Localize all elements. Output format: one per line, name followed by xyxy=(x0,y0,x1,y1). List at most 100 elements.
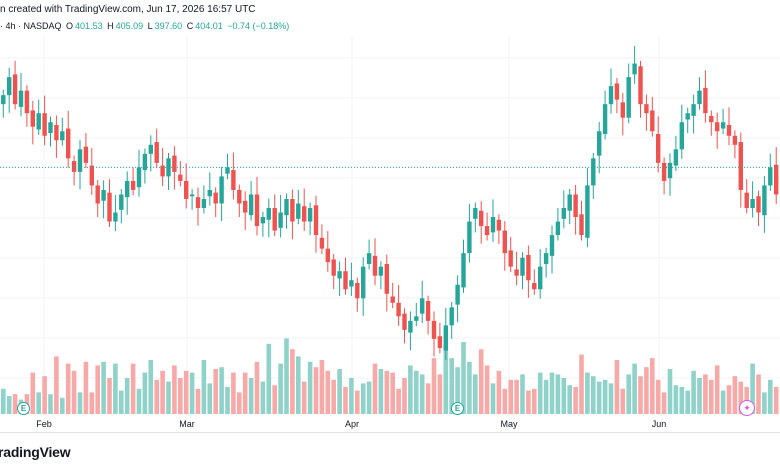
candle-body xyxy=(154,142,159,163)
candle-body xyxy=(313,205,319,236)
volume-bar xyxy=(431,358,437,414)
high-label: H xyxy=(107,21,114,31)
attribution-text: n created with TradingView.com, Jun 17, … xyxy=(0,4,256,15)
candle-body xyxy=(372,255,378,276)
earnings-badge[interactable]: E xyxy=(451,402,464,415)
volume-bar xyxy=(709,379,714,414)
candle-body xyxy=(496,219,502,231)
candle-body xyxy=(726,124,732,136)
candle-body xyxy=(213,192,218,204)
volume-bar xyxy=(768,379,773,414)
candle-body xyxy=(602,104,608,134)
candle-body xyxy=(24,90,30,114)
volume-bar xyxy=(160,370,165,414)
interval-label: · 4h · NASDAQ xyxy=(0,21,62,31)
volume-bar xyxy=(402,378,407,414)
candle-body xyxy=(125,180,130,198)
volume-bar xyxy=(567,385,572,414)
volume-bar xyxy=(661,392,667,414)
volume-bar xyxy=(36,392,41,414)
candle-body xyxy=(768,167,773,186)
volume-bar xyxy=(65,363,71,414)
volume-bar xyxy=(490,383,496,414)
candle-body xyxy=(7,77,12,96)
volume-bar xyxy=(313,367,319,414)
volume-bar xyxy=(443,345,449,414)
candle-body xyxy=(378,266,384,276)
candle-body xyxy=(408,320,413,333)
candle-body xyxy=(691,104,696,116)
volume-bar xyxy=(307,361,313,414)
candle-body xyxy=(361,266,366,299)
volume-bar xyxy=(201,360,207,414)
volume-bar xyxy=(561,378,567,414)
volume-bar xyxy=(762,392,767,414)
volume-bar xyxy=(213,369,218,414)
volume-bar xyxy=(172,365,177,414)
low-value: 397.60 xyxy=(154,21,183,31)
candle-body xyxy=(573,194,578,218)
earnings-badge[interactable]: E xyxy=(17,402,30,415)
volume-bar xyxy=(219,367,224,414)
candle-body xyxy=(260,217,266,224)
candle-body xyxy=(18,90,24,107)
tradingview-logo-text: radingView xyxy=(0,444,71,460)
candle-body xyxy=(526,254,531,281)
candle-body xyxy=(60,131,65,141)
candle-body xyxy=(455,284,460,305)
magic-wand-icon[interactable]: ✦ xyxy=(739,400,755,416)
volume-bar xyxy=(473,374,478,414)
candle-body xyxy=(54,124,59,141)
candle-body xyxy=(48,122,53,134)
volume-bar xyxy=(461,342,466,414)
volume-bar xyxy=(142,372,148,414)
candle-body xyxy=(720,122,726,129)
volume-bar xyxy=(650,358,655,414)
candle-body xyxy=(296,203,301,219)
candle-body xyxy=(201,198,207,208)
candle-body xyxy=(614,83,620,100)
candle-body xyxy=(697,90,702,105)
candle-body xyxy=(219,176,224,204)
x-tick-mar: Mar xyxy=(179,419,195,429)
candle-body xyxy=(425,300,431,321)
candle-body xyxy=(30,110,35,127)
candle-body xyxy=(89,165,94,186)
candle-body xyxy=(337,271,342,279)
candle-body xyxy=(626,77,631,118)
candle-body xyxy=(302,206,307,222)
candle-body xyxy=(620,102,625,118)
volume-bar xyxy=(703,374,708,414)
volume-bar xyxy=(667,369,673,414)
candle-body xyxy=(71,161,77,172)
change-value: −0.74 (−0.18%) xyxy=(227,21,290,31)
candle-body xyxy=(661,162,667,181)
volume-bar xyxy=(756,374,761,414)
high-value: 405.09 xyxy=(115,21,144,31)
candle-body xyxy=(555,221,561,236)
volume-bar xyxy=(626,374,631,414)
candle-body xyxy=(66,128,71,159)
candle-body xyxy=(225,167,230,174)
volume-bar xyxy=(384,370,390,414)
volume-bar xyxy=(573,387,578,414)
volume-bar xyxy=(537,372,543,414)
candle-body xyxy=(254,194,260,227)
candle-body xyxy=(36,113,41,130)
volume-bar xyxy=(207,383,213,414)
candle-body xyxy=(431,320,437,339)
candlestick-chart[interactable] xyxy=(0,36,780,432)
volume-bar xyxy=(349,378,354,414)
candle-body xyxy=(160,165,165,177)
volume-bar xyxy=(136,388,142,414)
candle-body xyxy=(543,253,549,264)
volume-bar xyxy=(543,379,549,414)
candle-body xyxy=(508,250,513,267)
volume-bar xyxy=(691,370,696,414)
candle-body xyxy=(461,253,466,288)
candle-body xyxy=(278,212,283,228)
volume-bar xyxy=(296,356,301,414)
volume-bar xyxy=(284,338,289,414)
candle-body xyxy=(402,313,407,330)
volume-bar xyxy=(71,370,77,414)
